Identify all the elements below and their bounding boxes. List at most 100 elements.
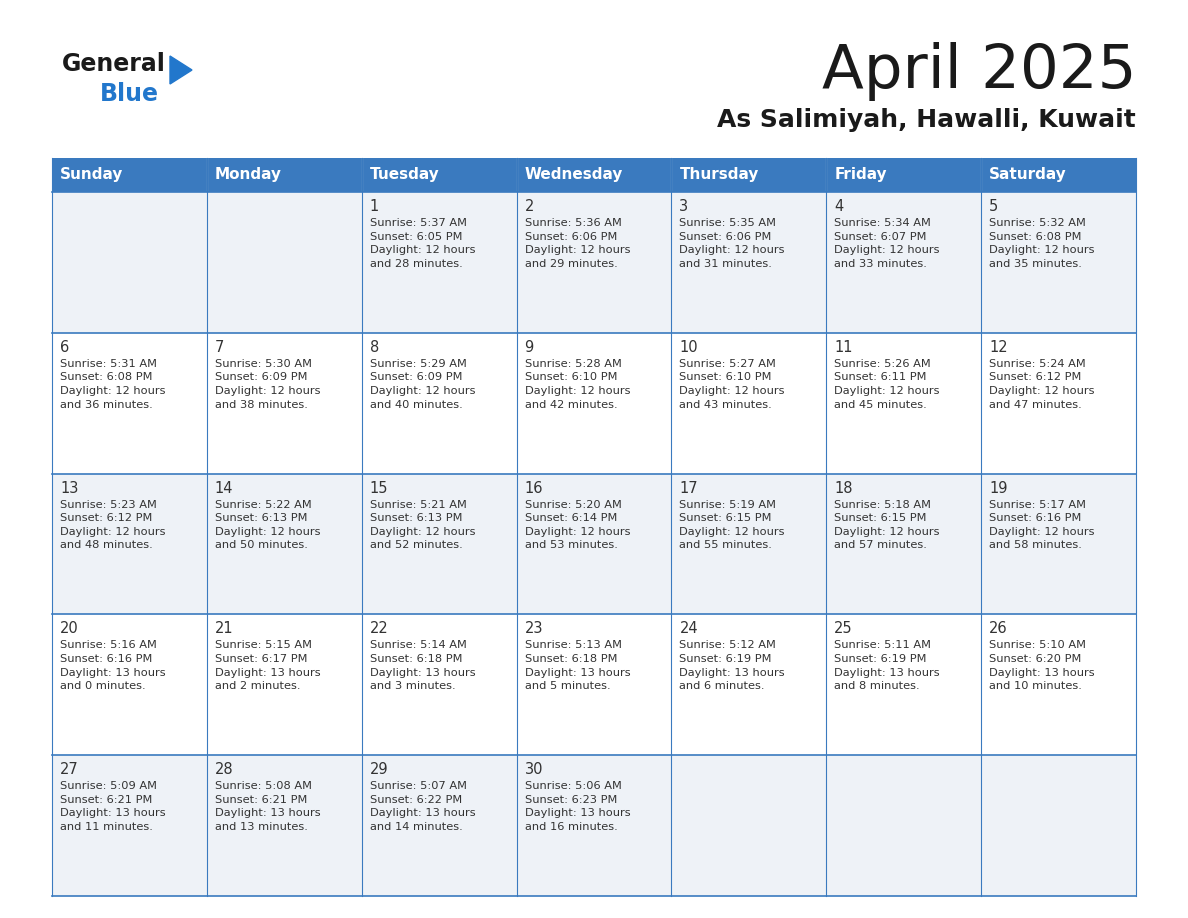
Text: Sunrise: 5:12 AM
Sunset: 6:19 PM
Daylight: 13 hours
and 6 minutes.: Sunrise: 5:12 AM Sunset: 6:19 PM Dayligh… <box>680 641 785 691</box>
Text: 13: 13 <box>61 481 78 496</box>
Text: Sunrise: 5:35 AM
Sunset: 6:06 PM
Daylight: 12 hours
and 31 minutes.: Sunrise: 5:35 AM Sunset: 6:06 PM Dayligh… <box>680 218 785 269</box>
Text: Sunrise: 5:09 AM
Sunset: 6:21 PM
Daylight: 13 hours
and 11 minutes.: Sunrise: 5:09 AM Sunset: 6:21 PM Dayligh… <box>61 781 165 832</box>
Bar <box>207 756 361 896</box>
Bar <box>981 756 1136 896</box>
Text: Sunrise: 5:17 AM
Sunset: 6:16 PM
Daylight: 12 hours
and 58 minutes.: Sunrise: 5:17 AM Sunset: 6:16 PM Dayligh… <box>990 499 1094 551</box>
Text: General: General <box>62 52 166 76</box>
Bar <box>517 333 671 474</box>
Text: Sunrise: 5:37 AM
Sunset: 6:05 PM
Daylight: 12 hours
and 28 minutes.: Sunrise: 5:37 AM Sunset: 6:05 PM Dayligh… <box>369 218 475 269</box>
Text: 30: 30 <box>525 762 543 778</box>
Bar <box>981 614 1136 756</box>
Text: 11: 11 <box>834 340 853 354</box>
Bar <box>671 614 827 756</box>
Text: 17: 17 <box>680 481 699 496</box>
Bar <box>52 192 207 333</box>
Bar <box>52 333 207 474</box>
Text: 18: 18 <box>834 481 853 496</box>
Text: Sunrise: 5:24 AM
Sunset: 6:12 PM
Daylight: 12 hours
and 47 minutes.: Sunrise: 5:24 AM Sunset: 6:12 PM Dayligh… <box>990 359 1094 409</box>
Text: Sunrise: 5:21 AM
Sunset: 6:13 PM
Daylight: 12 hours
and 52 minutes.: Sunrise: 5:21 AM Sunset: 6:13 PM Dayligh… <box>369 499 475 551</box>
Bar <box>361 333 517 474</box>
Text: 4: 4 <box>834 199 843 214</box>
Text: 3: 3 <box>680 199 689 214</box>
Text: Sunrise: 5:36 AM
Sunset: 6:06 PM
Daylight: 12 hours
and 29 minutes.: Sunrise: 5:36 AM Sunset: 6:06 PM Dayligh… <box>525 218 630 269</box>
Text: Sunrise: 5:15 AM
Sunset: 6:17 PM
Daylight: 13 hours
and 2 minutes.: Sunrise: 5:15 AM Sunset: 6:17 PM Dayligh… <box>215 641 321 691</box>
Bar <box>671 192 827 333</box>
Bar <box>671 158 827 192</box>
Bar <box>517 474 671 614</box>
Text: 8: 8 <box>369 340 379 354</box>
Text: Blue: Blue <box>100 82 159 106</box>
Text: Sunrise: 5:27 AM
Sunset: 6:10 PM
Daylight: 12 hours
and 43 minutes.: Sunrise: 5:27 AM Sunset: 6:10 PM Dayligh… <box>680 359 785 409</box>
Text: 2: 2 <box>525 199 533 214</box>
Text: Sunrise: 5:08 AM
Sunset: 6:21 PM
Daylight: 13 hours
and 13 minutes.: Sunrise: 5:08 AM Sunset: 6:21 PM Dayligh… <box>215 781 321 832</box>
Text: Sunrise: 5:13 AM
Sunset: 6:18 PM
Daylight: 13 hours
and 5 minutes.: Sunrise: 5:13 AM Sunset: 6:18 PM Dayligh… <box>525 641 630 691</box>
Bar <box>517 614 671 756</box>
Bar <box>361 474 517 614</box>
Bar <box>981 333 1136 474</box>
Bar <box>827 756 981 896</box>
Text: 5: 5 <box>990 199 998 214</box>
Text: Tuesday: Tuesday <box>369 167 440 183</box>
Text: Sunday: Sunday <box>61 167 124 183</box>
Text: Sunrise: 5:19 AM
Sunset: 6:15 PM
Daylight: 12 hours
and 55 minutes.: Sunrise: 5:19 AM Sunset: 6:15 PM Dayligh… <box>680 499 785 551</box>
Text: Sunrise: 5:32 AM
Sunset: 6:08 PM
Daylight: 12 hours
and 35 minutes.: Sunrise: 5:32 AM Sunset: 6:08 PM Dayligh… <box>990 218 1094 269</box>
Bar <box>361 158 517 192</box>
Text: 6: 6 <box>61 340 69 354</box>
Text: 19: 19 <box>990 481 1007 496</box>
Bar <box>981 192 1136 333</box>
Bar <box>52 158 207 192</box>
Bar <box>52 614 207 756</box>
Bar <box>981 158 1136 192</box>
Bar <box>361 192 517 333</box>
Text: 14: 14 <box>215 481 233 496</box>
Text: Sunrise: 5:11 AM
Sunset: 6:19 PM
Daylight: 13 hours
and 8 minutes.: Sunrise: 5:11 AM Sunset: 6:19 PM Dayligh… <box>834 641 940 691</box>
Text: 16: 16 <box>525 481 543 496</box>
Bar <box>671 333 827 474</box>
Text: Monday: Monday <box>215 167 282 183</box>
Text: As Salimiyah, Hawalli, Kuwait: As Salimiyah, Hawalli, Kuwait <box>718 108 1136 132</box>
Bar <box>207 333 361 474</box>
Text: 23: 23 <box>525 621 543 636</box>
Bar <box>827 474 981 614</box>
Text: Sunrise: 5:31 AM
Sunset: 6:08 PM
Daylight: 12 hours
and 36 minutes.: Sunrise: 5:31 AM Sunset: 6:08 PM Dayligh… <box>61 359 165 409</box>
Text: Sunrise: 5:07 AM
Sunset: 6:22 PM
Daylight: 13 hours
and 14 minutes.: Sunrise: 5:07 AM Sunset: 6:22 PM Dayligh… <box>369 781 475 832</box>
Text: 15: 15 <box>369 481 388 496</box>
Text: Sunrise: 5:34 AM
Sunset: 6:07 PM
Daylight: 12 hours
and 33 minutes.: Sunrise: 5:34 AM Sunset: 6:07 PM Dayligh… <box>834 218 940 269</box>
Text: 27: 27 <box>61 762 78 778</box>
Text: Sunrise: 5:16 AM
Sunset: 6:16 PM
Daylight: 13 hours
and 0 minutes.: Sunrise: 5:16 AM Sunset: 6:16 PM Dayligh… <box>61 641 165 691</box>
Bar <box>517 192 671 333</box>
Bar <box>981 474 1136 614</box>
Text: 21: 21 <box>215 621 234 636</box>
Text: 12: 12 <box>990 340 1007 354</box>
Polygon shape <box>170 56 192 84</box>
Text: 9: 9 <box>525 340 533 354</box>
Bar <box>52 756 207 896</box>
Bar <box>361 756 517 896</box>
Text: Sunrise: 5:26 AM
Sunset: 6:11 PM
Daylight: 12 hours
and 45 minutes.: Sunrise: 5:26 AM Sunset: 6:11 PM Dayligh… <box>834 359 940 409</box>
Bar <box>207 192 361 333</box>
Bar <box>207 158 361 192</box>
Text: 1: 1 <box>369 199 379 214</box>
Bar <box>517 756 671 896</box>
Text: 26: 26 <box>990 621 1007 636</box>
Bar <box>361 614 517 756</box>
Text: Sunrise: 5:22 AM
Sunset: 6:13 PM
Daylight: 12 hours
and 50 minutes.: Sunrise: 5:22 AM Sunset: 6:13 PM Dayligh… <box>215 499 321 551</box>
Bar <box>207 474 361 614</box>
Text: 28: 28 <box>215 762 234 778</box>
Bar <box>207 614 361 756</box>
Text: Sunrise: 5:30 AM
Sunset: 6:09 PM
Daylight: 12 hours
and 38 minutes.: Sunrise: 5:30 AM Sunset: 6:09 PM Dayligh… <box>215 359 321 409</box>
Text: Sunrise: 5:06 AM
Sunset: 6:23 PM
Daylight: 13 hours
and 16 minutes.: Sunrise: 5:06 AM Sunset: 6:23 PM Dayligh… <box>525 781 630 832</box>
Bar <box>827 614 981 756</box>
Text: 20: 20 <box>61 621 78 636</box>
Text: Thursday: Thursday <box>680 167 759 183</box>
Text: 22: 22 <box>369 621 388 636</box>
Text: 10: 10 <box>680 340 699 354</box>
Text: Saturday: Saturday <box>990 167 1067 183</box>
Text: April 2025: April 2025 <box>821 42 1136 101</box>
Text: Sunrise: 5:18 AM
Sunset: 6:15 PM
Daylight: 12 hours
and 57 minutes.: Sunrise: 5:18 AM Sunset: 6:15 PM Dayligh… <box>834 499 940 551</box>
Text: Friday: Friday <box>834 167 887 183</box>
Bar <box>517 158 671 192</box>
Text: Sunrise: 5:14 AM
Sunset: 6:18 PM
Daylight: 13 hours
and 3 minutes.: Sunrise: 5:14 AM Sunset: 6:18 PM Dayligh… <box>369 641 475 691</box>
Text: 29: 29 <box>369 762 388 778</box>
Bar <box>827 192 981 333</box>
